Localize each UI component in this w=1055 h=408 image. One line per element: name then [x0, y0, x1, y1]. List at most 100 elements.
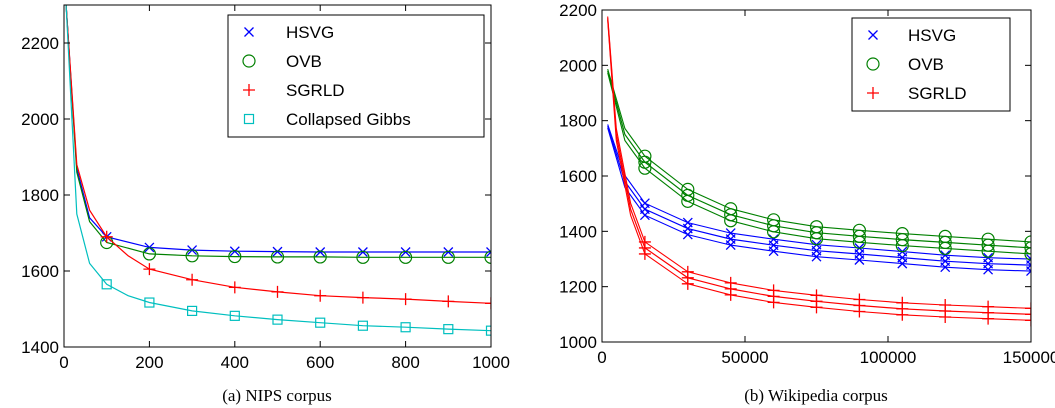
data-point-collapsed-gibbs: [187, 305, 198, 316]
x-tick-label: 100000: [860, 348, 917, 367]
data-point-hsvg: [272, 246, 283, 257]
data-point-hsvg: [940, 262, 951, 273]
nips-chart: 0 200 400 600 800 1000 1400 1600 1800 2000 2200 HSV…: [21, 4, 510, 405]
data-point-ovb: [895, 233, 909, 247]
data-point-hsvg: [768, 234, 779, 245]
legend-box: [227, 14, 485, 138]
data-point-collapsed-gibbs: [485, 325, 491, 336]
data-point-sgrld: [724, 276, 737, 289]
data-point-sgrld: [939, 299, 952, 312]
data-point-ovb: [895, 239, 909, 253]
data-point-hsvg: [1026, 254, 1031, 265]
data-point-ovb: [638, 161, 652, 175]
y-tick-label: 1600: [21, 262, 59, 281]
data-point-ovb: [766, 219, 781, 233]
data-point-hsvg: [639, 210, 650, 221]
data-point-hsvg: [1026, 266, 1031, 277]
data-point-sgrld: [810, 289, 823, 302]
axes-frame: [63, 4, 492, 348]
legend-label-sgrld: SGRLD: [908, 84, 967, 103]
data-point-sgrld: [810, 301, 823, 314]
legend-label-ovb: OVB: [286, 52, 322, 71]
data-point-ovb: [228, 249, 242, 264]
data-point-ovb: [852, 235, 867, 249]
legend-marker-hsvg: [868, 30, 878, 40]
data-point-hsvg: [811, 251, 822, 262]
data-point-ovb: [313, 250, 327, 264]
data-point-sgrld: [896, 308, 909, 321]
data-point-ovb: [441, 250, 455, 264]
data-point-hsvg: [682, 229, 693, 240]
legend: HSVG OVB SGRLD Collapsed Gibbs: [227, 14, 485, 138]
data-point-ovb: [270, 250, 285, 264]
legend-label-hsvg: HSVG: [286, 23, 334, 42]
x-tick-label: 400: [221, 353, 249, 372]
data-point-ovb: [356, 250, 370, 264]
data-point-hsvg: [725, 240, 736, 251]
data-point-hsvg: [357, 247, 368, 257]
data-point-sgrld: [638, 247, 651, 260]
data-point-sgrld: [1025, 308, 1031, 321]
data-point-sgrld: [399, 293, 412, 306]
data-point-hsvg: [400, 247, 411, 257]
data-point-hsvg: [639, 198, 650, 209]
data-point-ovb: [809, 226, 824, 240]
data-point-hsvg: [897, 258, 908, 269]
legend-marker-sgrld: [243, 84, 255, 96]
y-tick-label: 2200: [21, 34, 59, 53]
data-point-collapsed-gibbs: [400, 322, 411, 333]
legend-marker-ovb: [242, 54, 256, 68]
data-point-ovb: [981, 244, 995, 258]
data-point-sgrld: [143, 263, 156, 276]
series-line-hsvg-run-2: [607, 124, 1031, 260]
legend-box: [851, 17, 1011, 112]
x-tick-label: 150000: [1003, 348, 1055, 367]
data-point-sgrld: [638, 235, 651, 248]
legend-marker-ovb: [866, 57, 880, 71]
data-point-sgrld: [767, 296, 780, 309]
data-point-sgrld: [356, 291, 369, 304]
data-point-collapsed-gibbs: [272, 314, 283, 325]
data-point-ovb: [681, 188, 695, 202]
legend-marker-sgrld: [867, 87, 879, 99]
data-point-ovb: [981, 238, 995, 252]
data-point-ovb: [1024, 235, 1031, 249]
x-tick-label: 1000: [472, 353, 510, 372]
data-point-sgrld: [271, 285, 284, 298]
data-point-collapsed-gibbs: [101, 279, 112, 290]
x-tick-label: 800: [391, 353, 419, 372]
data-point-ovb: [852, 229, 867, 243]
data-point-ovb: [938, 241, 952, 255]
data-point-sgrld: [982, 312, 995, 325]
y-tick-label: 1800: [559, 112, 597, 131]
data-point-ovb: [484, 250, 491, 264]
data-point-hsvg: [768, 246, 779, 257]
data-point-ovb: [724, 214, 738, 228]
chart-caption: (a) NIPS corpus: [222, 386, 332, 405]
data-point-sgrld: [724, 288, 737, 301]
series-line-hsvg-run-3: [607, 127, 1031, 272]
data-point-sgrld: [681, 277, 694, 290]
data-point-sgrld: [853, 293, 866, 306]
data-point-hsvg: [940, 250, 951, 261]
y-tick-label: 2200: [559, 1, 597, 20]
legend: HSVG OVB SGRLD: [851, 17, 1011, 112]
y-tick-label: 2000: [21, 110, 59, 129]
data-point-sgrld: [896, 296, 909, 309]
data-point-sgrld: [939, 311, 952, 324]
y-tick-label: 1000: [559, 333, 597, 352]
data-point-sgrld: [186, 273, 199, 286]
data-point-hsvg: [725, 228, 736, 239]
data-point-ovb: [724, 208, 738, 222]
data-point-sgrld: [228, 281, 241, 294]
series-line-sgrld: [65, 5, 491, 304]
x-tick-label: 200: [135, 353, 163, 372]
data-point-ovb: [142, 247, 156, 261]
data-point-hsvg: [983, 264, 994, 275]
data-point-sgrld: [853, 305, 866, 318]
data-point-collapsed-gibbs: [443, 324, 454, 335]
x-tick-label: 600: [306, 353, 334, 372]
data-point-sgrld: [767, 284, 780, 297]
y-tick-label: 2000: [559, 56, 597, 75]
data-point-ovb: [185, 249, 199, 263]
